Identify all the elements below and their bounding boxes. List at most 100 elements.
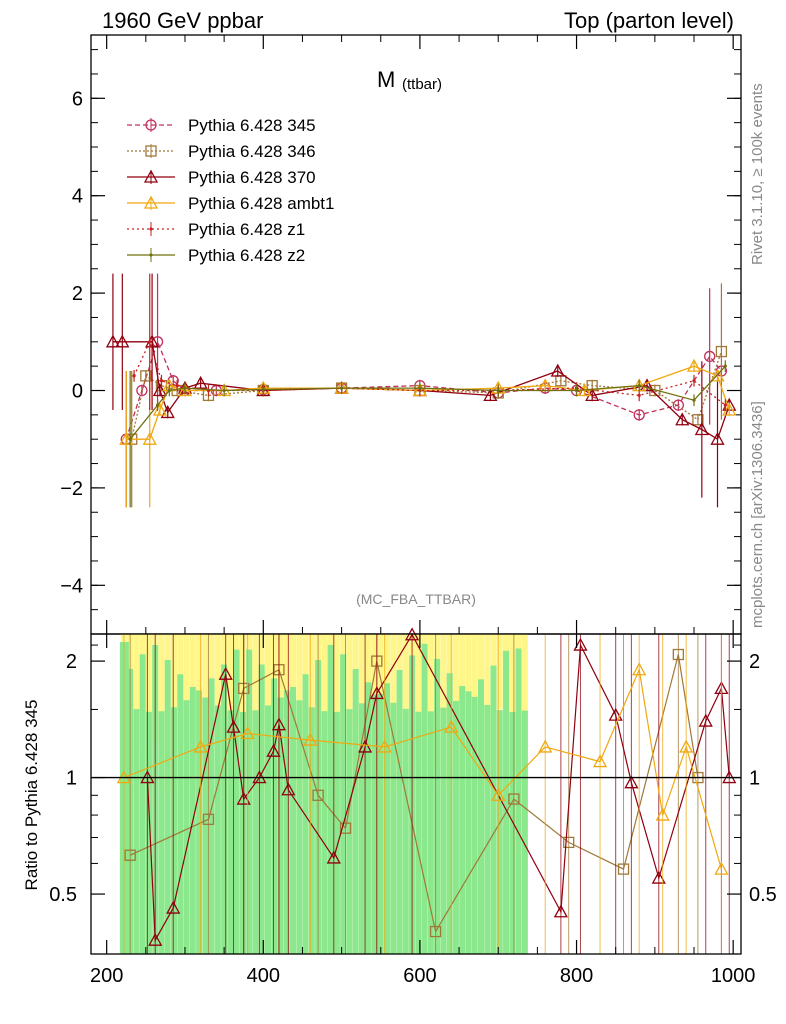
uncertainty-band-green [352, 668, 359, 954]
uncertainty-band-yellow [365, 634, 372, 725]
uncertainty-band-green [208, 678, 215, 954]
ratio-point [491, 787, 506, 801]
ratio-point [624, 775, 639, 789]
data-point [723, 364, 727, 368]
series-line [126, 365, 730, 440]
ratio-point [655, 807, 670, 821]
uncertainty-band-green [221, 664, 228, 954]
uncertainty-band-green [252, 710, 259, 954]
legend-entry-1: Pythia 6.428 346 [127, 142, 316, 161]
uncertainty-band-yellow [133, 634, 140, 740]
data-point [723, 403, 727, 407]
uncertainty-band-green [452, 700, 459, 954]
uncertainty-band-green [365, 682, 372, 954]
ratio-point [326, 850, 341, 864]
legend: Pythia 6.428 345 Pythia 6.428 346 Pythia 6… [127, 116, 334, 265]
data-point [704, 350, 716, 363]
ratio-point [651, 870, 666, 884]
data-point [710, 368, 725, 382]
data-point [155, 403, 160, 407]
ratio-point [358, 739, 373, 753]
legend-label: Pythia 6.428 370 [188, 168, 316, 187]
ratio-series-line [146, 633, 730, 943]
ratio-point [202, 813, 215, 825]
legend-label: Pythia 6.428 z1 [188, 220, 305, 239]
series-3 [119, 358, 737, 508]
ytick-label: 2 [72, 283, 83, 305]
uncertainty-band-yellow [509, 634, 516, 773]
ratio-point [672, 648, 684, 661]
uncertainty-band-yellow [440, 634, 447, 716]
legend-label: Pythia 6.428 346 [188, 142, 316, 161]
legend-label: Pythia 6.428 345 [188, 116, 316, 135]
uncertainty-band-green [384, 683, 391, 954]
ratio-frame [90, 633, 742, 955]
ratio-ytick-label: 2 [66, 651, 77, 673]
ratio-panel: 0.5 0.5 1 1 2 2 200 400 600 800 1000 Ratio to Pyth… [22, 627, 777, 987]
uncertainty-band-yellow [402, 634, 409, 720]
uncertainty-band-green [321, 711, 328, 954]
uncertainty-band-green [233, 649, 240, 954]
series-line [125, 339, 722, 440]
ratio-point [271, 717, 287, 731]
uncertainty-band-green [377, 693, 384, 954]
legend-label: Pythia 6.428 ambt1 [188, 194, 334, 213]
data-point [710, 431, 725, 445]
uncertainty-band-green [290, 686, 297, 954]
legend-marker [149, 227, 153, 231]
data-point [261, 387, 265, 392]
uncertainty-band-green [446, 673, 453, 954]
ratio-point [679, 739, 694, 753]
uncertainty-band-green [183, 700, 190, 954]
uncertainty-band-green [371, 694, 378, 954]
data-point [483, 388, 498, 402]
uncertainty-band-green [471, 696, 478, 954]
uncertainty-band-green [402, 708, 409, 954]
uncertainty-band-green [171, 707, 178, 954]
uncertainty-band-yellow [321, 634, 328, 758]
uncertainty-band-green [521, 710, 528, 954]
legend-entry-5: Pythia 6.428 z2 [127, 246, 305, 265]
data-point [152, 383, 168, 397]
data-point [132, 374, 136, 378]
ratio-point [538, 739, 553, 753]
data-point [574, 388, 579, 393]
uncertainty-band-green [196, 690, 203, 954]
uncertainty-band-green [509, 711, 516, 954]
uncertainty-band-green [465, 691, 472, 954]
uncertainty-band-yellow [308, 634, 315, 731]
series-line [129, 365, 726, 440]
ratio-point [281, 782, 296, 796]
uncertainty-band-green [271, 678, 278, 954]
legend-label: Pythia 6.428 z2 [188, 246, 305, 265]
ytick-label: −4 [60, 575, 83, 597]
uncertainty-band-green [119, 642, 129, 954]
xtick-label: 800 [560, 965, 593, 987]
legend-marker [145, 145, 157, 157]
data-point [159, 379, 164, 383]
ratio-point [148, 932, 163, 946]
mcplots-label: mcplots.cern.ch [arXiv:1306.3436] [749, 401, 766, 628]
ratio-point [608, 707, 623, 721]
data-point [340, 386, 344, 390]
data-point [148, 340, 152, 344]
data-point [692, 414, 704, 426]
ratio-point [632, 662, 647, 676]
ratio-point [508, 793, 520, 805]
main-panel: M (ttbar) (MC_FBA_TTBAR) −4 −2 0 2 4 6 Pythia… [60, 34, 742, 635]
uncertainty-band-yellow [358, 634, 365, 762]
uncertainty-band-green [177, 674, 184, 954]
data-point [694, 422, 709, 436]
uncertainty-band-green [484, 704, 491, 954]
ratio-point [124, 849, 136, 861]
uncertainty-band-green [478, 679, 484, 954]
uncertainty-band-green [415, 711, 422, 954]
uncertainty-band-yellow [521, 634, 528, 787]
ratio-point [312, 789, 324, 801]
uncertainty-band-yellow [415, 634, 422, 766]
uncertainty-band-green [277, 697, 284, 954]
uncertainty-band-green [327, 644, 334, 954]
uncertainty-band-green [145, 711, 152, 954]
uncertainty-band-green [164, 660, 171, 954]
ytick-label: 6 [72, 88, 83, 110]
